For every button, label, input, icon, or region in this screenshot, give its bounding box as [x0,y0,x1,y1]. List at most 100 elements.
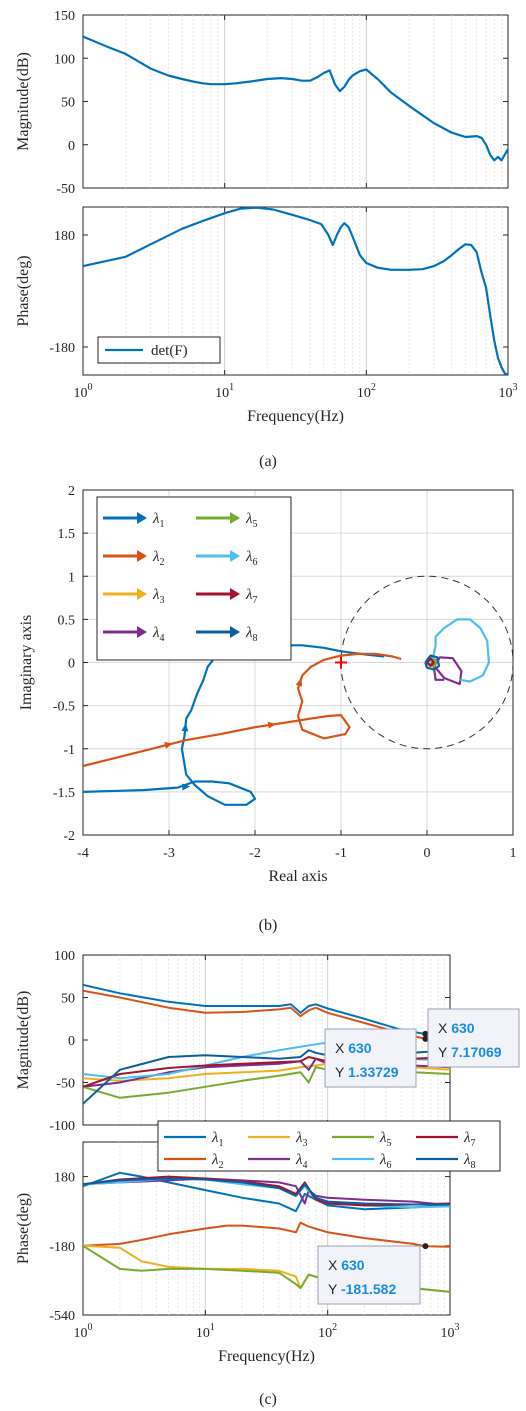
b-nyq-legend-label: λ4 [152,625,165,644]
c-mag-datatip-2-x: X 630 [335,1040,372,1056]
c-legend: λ1 λ3 λ5 λ7 λ2 λ4 λ6 λ8 [157,1120,501,1172]
c-mag-ylabel: Magnitude(dB) [15,991,32,1090]
b-nyq-xtick-label: -4 [77,846,89,861]
b-nyq-ylabel: Imaginary axis [18,615,35,711]
c-phase-xlabel: Frequency(Hz) [218,1348,315,1365]
b-nyq-critical-point [335,656,347,669]
c-mag-datatip-1-y: Y 7.17069 [438,1044,502,1060]
c-mag-ytick-label: -50 [56,1077,75,1092]
c-legend-label: λ1 [211,1130,224,1149]
a-phase-ytick-label: 180 [54,229,75,244]
c-mag-datatip-2: X 630 Y 1.33729 [324,1028,417,1088]
c-legend-label: λ4 [295,1152,308,1171]
a-mag-ytick-label: 150 [54,9,75,24]
c-phase-datatip: X 630 Y -181.582 [317,1245,421,1305]
a-phase-ylabel: Phase(deg) [15,255,32,326]
c-mag-datatip-1-box [427,1008,520,1068]
a-phase-xtick-label: 101 [215,382,234,401]
b-nyq-xtick-label: 0 [424,846,431,861]
a-mag-ylabel: Magnitude(dB) [15,52,32,151]
b-nyq-ytick-label: -2 [63,829,75,844]
b-nyq-xtick-label: -1 [335,846,347,861]
b-nyq-legend-arrow [230,588,240,600]
a-phase-series-group [83,207,508,375]
a-mag-ytick-label: -50 [56,182,75,197]
b-nyq-legend-label: λ3 [152,587,165,606]
c-mag-datatip-1-x: X 630 [438,1020,475,1036]
b-nyq-series-4 [430,656,463,686]
a-phase-xtick-label: 103 [499,382,518,401]
b-nyq-xtick-label: -3 [163,846,175,861]
c-mag-ytick-label: 100 [54,949,75,964]
c-legend-label: λ8 [463,1152,476,1171]
b-nyq-arrowhead [295,678,303,687]
c-phase-datatip-y: Y -181.582 [328,1281,396,1297]
a-mag-series-1 [83,35,508,162]
b-nyq-arrowhead [164,742,173,749]
b-nyq-xtick-label: -2 [249,846,261,861]
b-nyq-ytick-label: -0.5 [53,700,75,715]
b-nyq-legend-arrow [137,626,147,638]
c-phase-datatip-x: X 630 [328,1257,365,1273]
a-mag-grid [125,15,502,188]
b-nyq-legend-arrow [137,588,147,600]
c-legend-label: λ6 [379,1152,392,1171]
c-phase-xtick-label: 103 [441,1322,460,1341]
c-phase-xtick-label: 102 [318,1322,337,1341]
b-nyq-ytick-label: 1 [68,570,75,585]
c-mag-datatip-marker [422,1035,429,1042]
b-nyq-legend-label: λ2 [152,549,165,568]
c-mag-ytick-label: 0 [68,1034,75,1049]
b-nyq-arrowhead [181,723,189,732]
b-nyq-ytick-label: 2 [68,484,75,499]
c-mag-ytick-label: -100 [49,1119,75,1134]
b-nyq-ytick-label: 0 [68,657,75,672]
b-nyq-legend-label: λ6 [245,549,258,568]
b-nyq-ytick-label: -1.5 [53,786,75,801]
b-nyq-xtick-label: 1 [510,846,517,861]
b-nyq-legend: λ1 λ2 λ3 λ4 λ5 λ6 λ7 λ8 [96,496,292,661]
b-nyq-series-6 [430,618,490,683]
b-nyq-series-2 [83,652,402,768]
b-nyq-arrowhead [181,783,191,791]
c-mag-datatip-1: X 630 Y 7.17069 [427,1008,520,1068]
c-legend-label: λ3 [295,1130,308,1149]
b-nyq-legend-label: λ8 [245,625,258,644]
b-nyq-ytick-label: 1.5 [58,527,76,542]
b-nyq-legend-box [96,496,292,661]
a-phase-ytick-label: -180 [49,341,75,356]
b-nyq-legend-label: λ1 [152,511,165,530]
c-mag-datatip-2-box [324,1028,417,1088]
a-phase-xtick-label: 102 [357,382,376,401]
caption-b: (b) [259,917,278,934]
c-phase-series-7 [83,1175,450,1207]
b-nyq-legend-arrow [137,550,147,562]
b-nyq-legend-label: λ5 [245,511,258,530]
c-phase-series-8 [83,1177,450,1206]
a-phase-xtick-label: 100 [74,382,93,401]
caption-c: (c) [259,1391,277,1408]
c-legend-label: λ5 [379,1130,392,1149]
c-legend-box [157,1120,501,1172]
b-nyq-arrowhead [267,721,277,729]
b-nyq-ytick-label: 0.5 [58,613,76,628]
c-phase-ytick-label: 180 [54,1171,75,1186]
c-phase-series-4 [83,1177,450,1207]
c-phase-series-2 [83,1221,450,1248]
c-legend-label: λ2 [211,1152,224,1171]
c-phase-ylabel: Phase(deg) [15,1193,32,1264]
b-nyq-legend-label: λ7 [245,587,258,606]
c-mag-series-1 [83,983,450,1046]
b-nyq-legend-arrow [230,626,240,638]
a-phase-legend-label: det(F) [151,343,188,359]
a-mag-frame [82,14,509,189]
c-phase-datatip-marker [422,1243,429,1250]
c-phase-xtick-label: 100 [74,1322,93,1341]
c-phase-datatip-box [317,1245,421,1305]
a-mag-series-group [83,35,508,162]
a-mag-ytick-label: 0 [68,139,75,154]
b-nyq-legend-arrow [137,512,147,524]
a-phase-series-1 [83,207,508,375]
b-nyq-xlabel: Real axis [268,868,327,885]
